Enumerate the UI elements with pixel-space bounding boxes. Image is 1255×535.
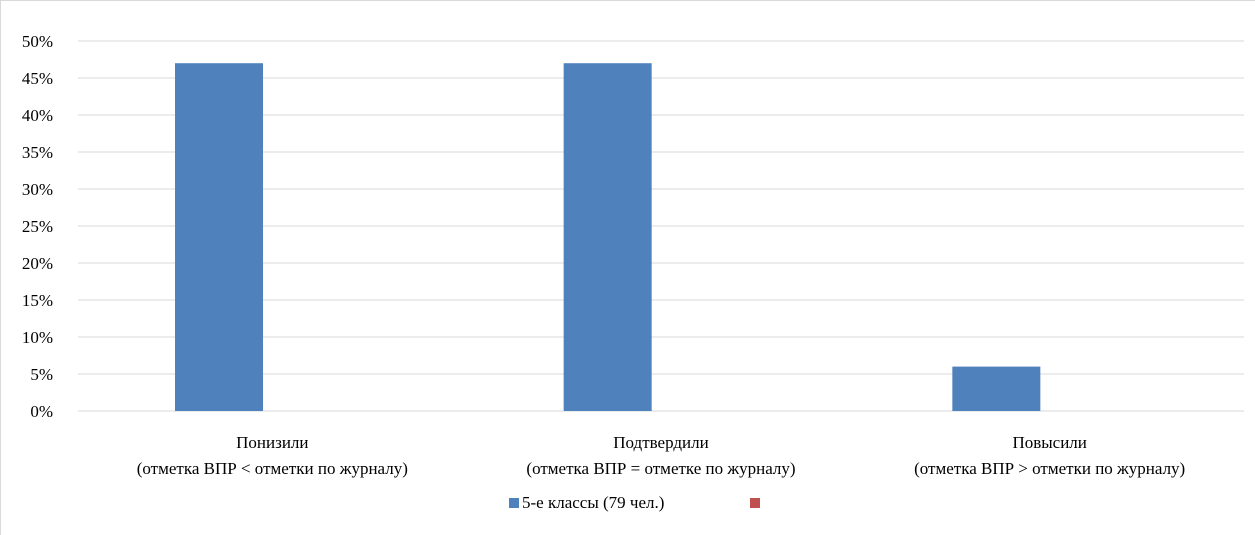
legend: 5-е классы (79 чел.)	[509, 493, 760, 512]
y-tick-label: 5%	[30, 365, 53, 384]
bars	[175, 63, 1041, 411]
x-category-sublabel: (отметка ВПР = отметке по журналу)	[526, 459, 795, 478]
y-tick-label: 40%	[22, 106, 53, 125]
bar	[563, 63, 652, 411]
legend-label: 5-е классы (79 чел.)	[522, 493, 664, 512]
y-tick-label: 35%	[22, 143, 53, 162]
y-tick-label: 50%	[22, 32, 53, 51]
legend-swatch	[750, 498, 760, 508]
x-axis-category-labels: Понизили (отметка ВПР < отметки по журнал…	[137, 433, 1185, 478]
y-tick-label: 25%	[22, 217, 53, 236]
x-category-sublabel: (отметка ВПР < отметки по журналу)	[137, 459, 408, 478]
y-tick-label: 0%	[30, 402, 53, 421]
gridlines	[78, 40, 1244, 412]
y-tick-label: 10%	[22, 328, 53, 347]
x-category-label: Подтвердили	[613, 433, 708, 452]
x-category-label: Повысили	[1012, 433, 1086, 452]
y-axis-tick-labels: 0% 5% 10% 15% 20% 25% 30% 35% 40% 45% 50%	[22, 32, 53, 421]
x-category-label: Понизили	[236, 433, 308, 452]
y-tick-label: 15%	[22, 291, 53, 310]
bar	[175, 63, 263, 411]
legend-swatch	[509, 498, 519, 508]
y-tick-label: 20%	[22, 254, 53, 273]
x-category-sublabel: (отметка ВПР > отметки по журналу)	[914, 459, 1185, 478]
y-tick-label: 30%	[22, 180, 53, 199]
bar	[952, 366, 1041, 411]
y-tick-label: 45%	[22, 69, 53, 88]
